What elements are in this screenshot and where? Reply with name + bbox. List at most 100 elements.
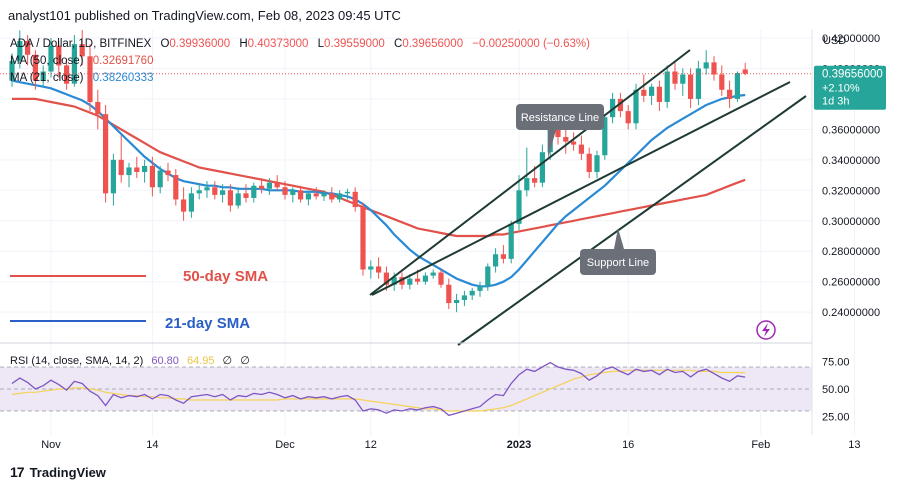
candle-body [212,187,218,195]
candle-body [415,278,421,282]
bar-countdown: 1d 3h [822,96,850,108]
candle-body [181,199,187,212]
candle-body [274,182,280,188]
candle-body [173,175,179,200]
ma50-legend: MA (50, close) 0.32691760 [10,55,153,67]
candle-body [461,295,467,300]
candle-body [110,159,116,194]
candle-body [17,41,23,61]
candle-body [586,153,592,173]
candle-body [235,193,241,206]
rsi-legend-sma: 64.95 [187,355,215,367]
candle-body [578,144,584,154]
candle-body [165,170,171,176]
ma21-legend-label: MA (21, close) [10,72,84,84]
price-chart[interactable]: 0.420000000.400000000.380000000.36000000… [0,30,900,460]
support-trendline [457,95,807,346]
candle-body [321,193,327,197]
candle-body [329,193,335,200]
currency-label: USD [823,35,846,47]
support-callout: Support Line [580,228,656,275]
candle-body [500,254,506,259]
price-tick-label: 0.30000000 [822,216,880,228]
last-price-value: 0.39656000 [822,69,883,81]
symbol-label: ADA / Dollar, 1D, BITFINEX [10,38,152,50]
close-key: C [394,38,402,50]
time-axis: Nov 14 Dec 12 2023 16 Feb 13 [41,439,860,451]
candle-body [360,207,366,270]
candle-body [259,185,265,189]
price-tick-label: 0.24000000 [822,307,880,319]
change-value: −0.00250000 (−0.63%) [472,38,590,50]
rsi-legend-na1: ∅ [223,355,233,367]
rsi-tick-label: 50.00 [822,384,850,396]
candle-body [25,41,31,55]
candle-body [727,89,733,99]
candle-body [305,193,311,200]
candle-body [352,191,358,208]
sma21-annotation: 21-day SMA [165,315,250,332]
candle-body [142,165,148,173]
candle-body [641,89,647,96]
price-tick-label: 0.28000000 [822,246,880,258]
candle-body [617,98,623,112]
time-tick-label: 14 [146,439,158,451]
ma50-legend-label: MA (50, close) [10,55,84,67]
price-tick-label: 0.36000000 [822,124,880,136]
candle-body [204,187,210,191]
time-tick-label: 13 [848,439,860,451]
candle-body [87,56,93,102]
candle-body [157,170,163,188]
time-tick-label: Nov [41,439,61,451]
lightning-icon[interactable] [756,320,776,340]
candle-body [493,254,499,267]
rsi-legend: RSI (14, close, SMA, 14, 2) 60.80 64.95 … [10,355,250,367]
ma21-legend-value: 0.38260333 [93,72,154,84]
resistance-trendline-main [369,49,691,296]
candle-body [134,167,140,173]
candle-body [71,44,77,84]
candle-body [290,190,296,195]
price-tick-label: 0.26000000 [822,277,880,289]
ma50-legend-value: 0.32691760 [93,55,154,67]
candle-body [438,272,444,285]
sma50-annotation: 50-day SMA [183,268,268,285]
rsi-band-lines [0,366,812,412]
rsi-sma-line [11,369,746,412]
time-tick-label: 2023 [507,439,531,451]
candle-body [32,54,38,81]
price-tick-label: 0.32000000 [822,185,880,197]
low-value: 0.39559000 [324,38,385,50]
candle-body [407,278,413,285]
tradingview-footer[interactable]: 17 TradingView [10,464,106,480]
candle-body [266,182,272,189]
last-price-change: +2.10% [822,83,860,95]
candle-body [649,86,655,96]
candle-body [368,266,374,270]
candle-body [149,165,155,188]
resistance-callout: Resistance Line [516,104,604,158]
candle-body [56,45,62,66]
support-label: Support Line [587,257,649,269]
candle-body [344,191,350,194]
close-value: 0.39656000 [402,38,463,50]
channel-lines [369,49,807,346]
candle-body [524,178,530,191]
candle-body [625,111,631,124]
candle-body [79,44,85,57]
tradingview-logo-icon: 17 [10,464,25,480]
tradingview-brand: TradingView [29,464,106,480]
time-tick-label: 12 [365,439,377,451]
price-tick-label: 0.34000000 [822,155,880,167]
ohlc-legend: ADA / Dollar, 1D, BITFINEX O0.39936000 H… [10,38,590,50]
candle-body [703,62,709,69]
candle-body [633,89,639,124]
candle-body [391,277,397,285]
candle-body [126,167,132,176]
candle-body [477,286,483,291]
candle-body [383,272,389,285]
candle-body [555,123,561,137]
candle-body [454,299,460,304]
publish-info: analyst101 published on TradingView.com,… [8,8,401,23]
candle-body [118,159,124,176]
